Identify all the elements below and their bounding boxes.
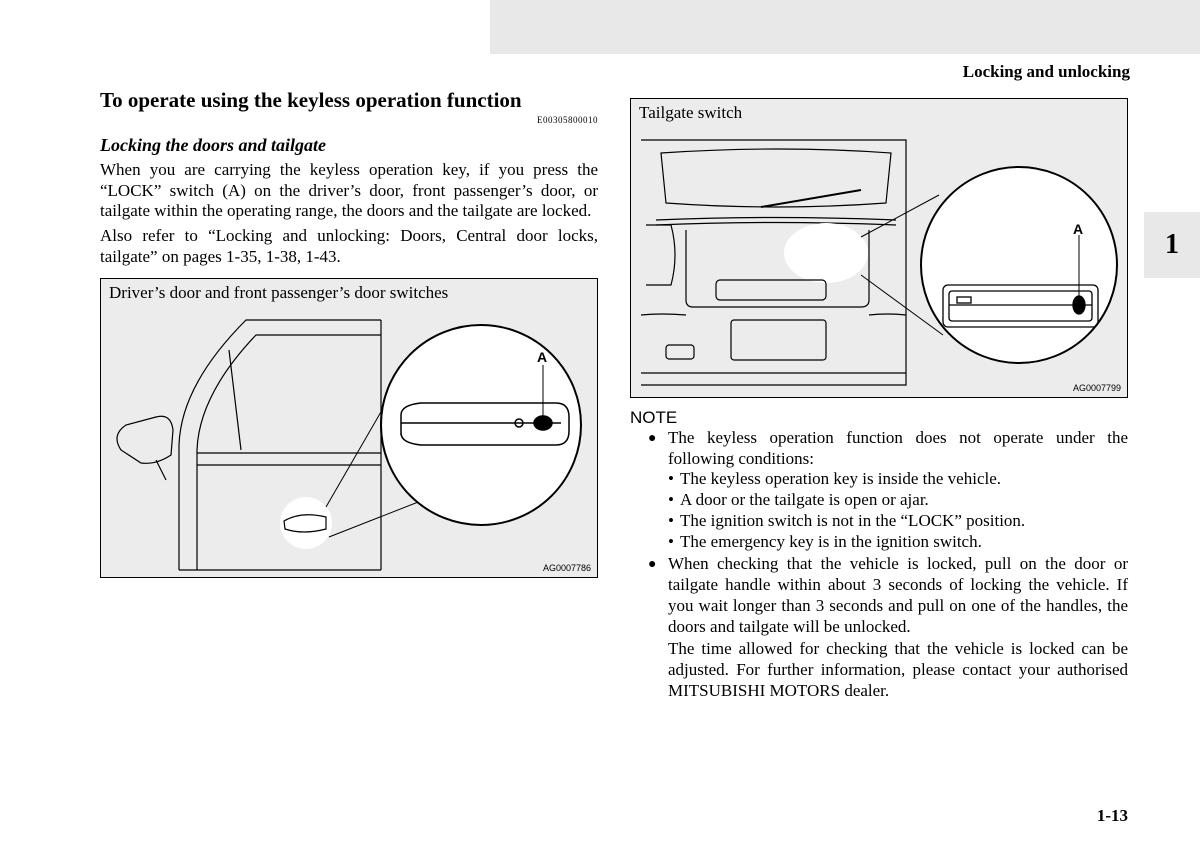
left-column: To operate using the keyless operation f… bbox=[100, 88, 598, 578]
note-list: The keyless operation function does not … bbox=[630, 428, 1128, 637]
body-paragraph: When you are carrying the keyless operat… bbox=[100, 160, 598, 222]
figure-code: AG0007786 bbox=[543, 563, 591, 573]
top-gray-band bbox=[490, 0, 1200, 54]
page-number: 1-13 bbox=[1097, 806, 1128, 826]
note-item: The keyless operation function does not … bbox=[668, 428, 1128, 552]
figure-code: AG0007799 bbox=[1073, 383, 1121, 393]
note-continuation: The time allowed for checking that the v… bbox=[630, 639, 1128, 701]
section-heading: To operate using the keyless operation f… bbox=[100, 88, 598, 113]
door-diagram-svg bbox=[101, 305, 597, 575]
callout-label-a: A bbox=[1073, 221, 1083, 237]
note-subitem: The ignition switch is not in the “LOCK”… bbox=[680, 511, 1128, 532]
note-subitem: A door or the tailgate is open or ajar. bbox=[680, 490, 1128, 511]
section-tab: 1 bbox=[1144, 212, 1200, 278]
subsection-heading: Locking the doors and tailgate bbox=[100, 135, 598, 156]
right-column: Tailgate switch bbox=[630, 88, 1128, 702]
callout-label-a: A bbox=[537, 349, 547, 365]
note-item: When checking that the vehicle is locked… bbox=[668, 554, 1128, 637]
figure-door-switches: Driver’s door and front passenger’s door… bbox=[100, 278, 598, 578]
figure-tailgate-switch: Tailgate switch bbox=[630, 98, 1128, 398]
note-sublist: The keyless operation key is inside the … bbox=[668, 469, 1128, 552]
note-heading: NOTE bbox=[630, 408, 1128, 428]
figure-caption: Tailgate switch bbox=[631, 99, 1127, 125]
tailgate-diagram-svg bbox=[631, 125, 1127, 395]
document-code: E00305800010 bbox=[100, 115, 598, 125]
body-paragraph: Also refer to “Locking and unlocking: Do… bbox=[100, 226, 598, 267]
note-text: When checking that the vehicle is locked… bbox=[668, 554, 1128, 635]
note-text: The keyless operation function does not … bbox=[668, 428, 1128, 468]
chapter-header: Locking and unlocking bbox=[630, 62, 1130, 82]
figure-caption: Driver’s door and front passenger’s door… bbox=[101, 279, 597, 305]
note-subitem: The emergency key is in the ignition swi… bbox=[680, 532, 1128, 553]
note-subitem: The keyless operation key is inside the … bbox=[680, 469, 1128, 490]
